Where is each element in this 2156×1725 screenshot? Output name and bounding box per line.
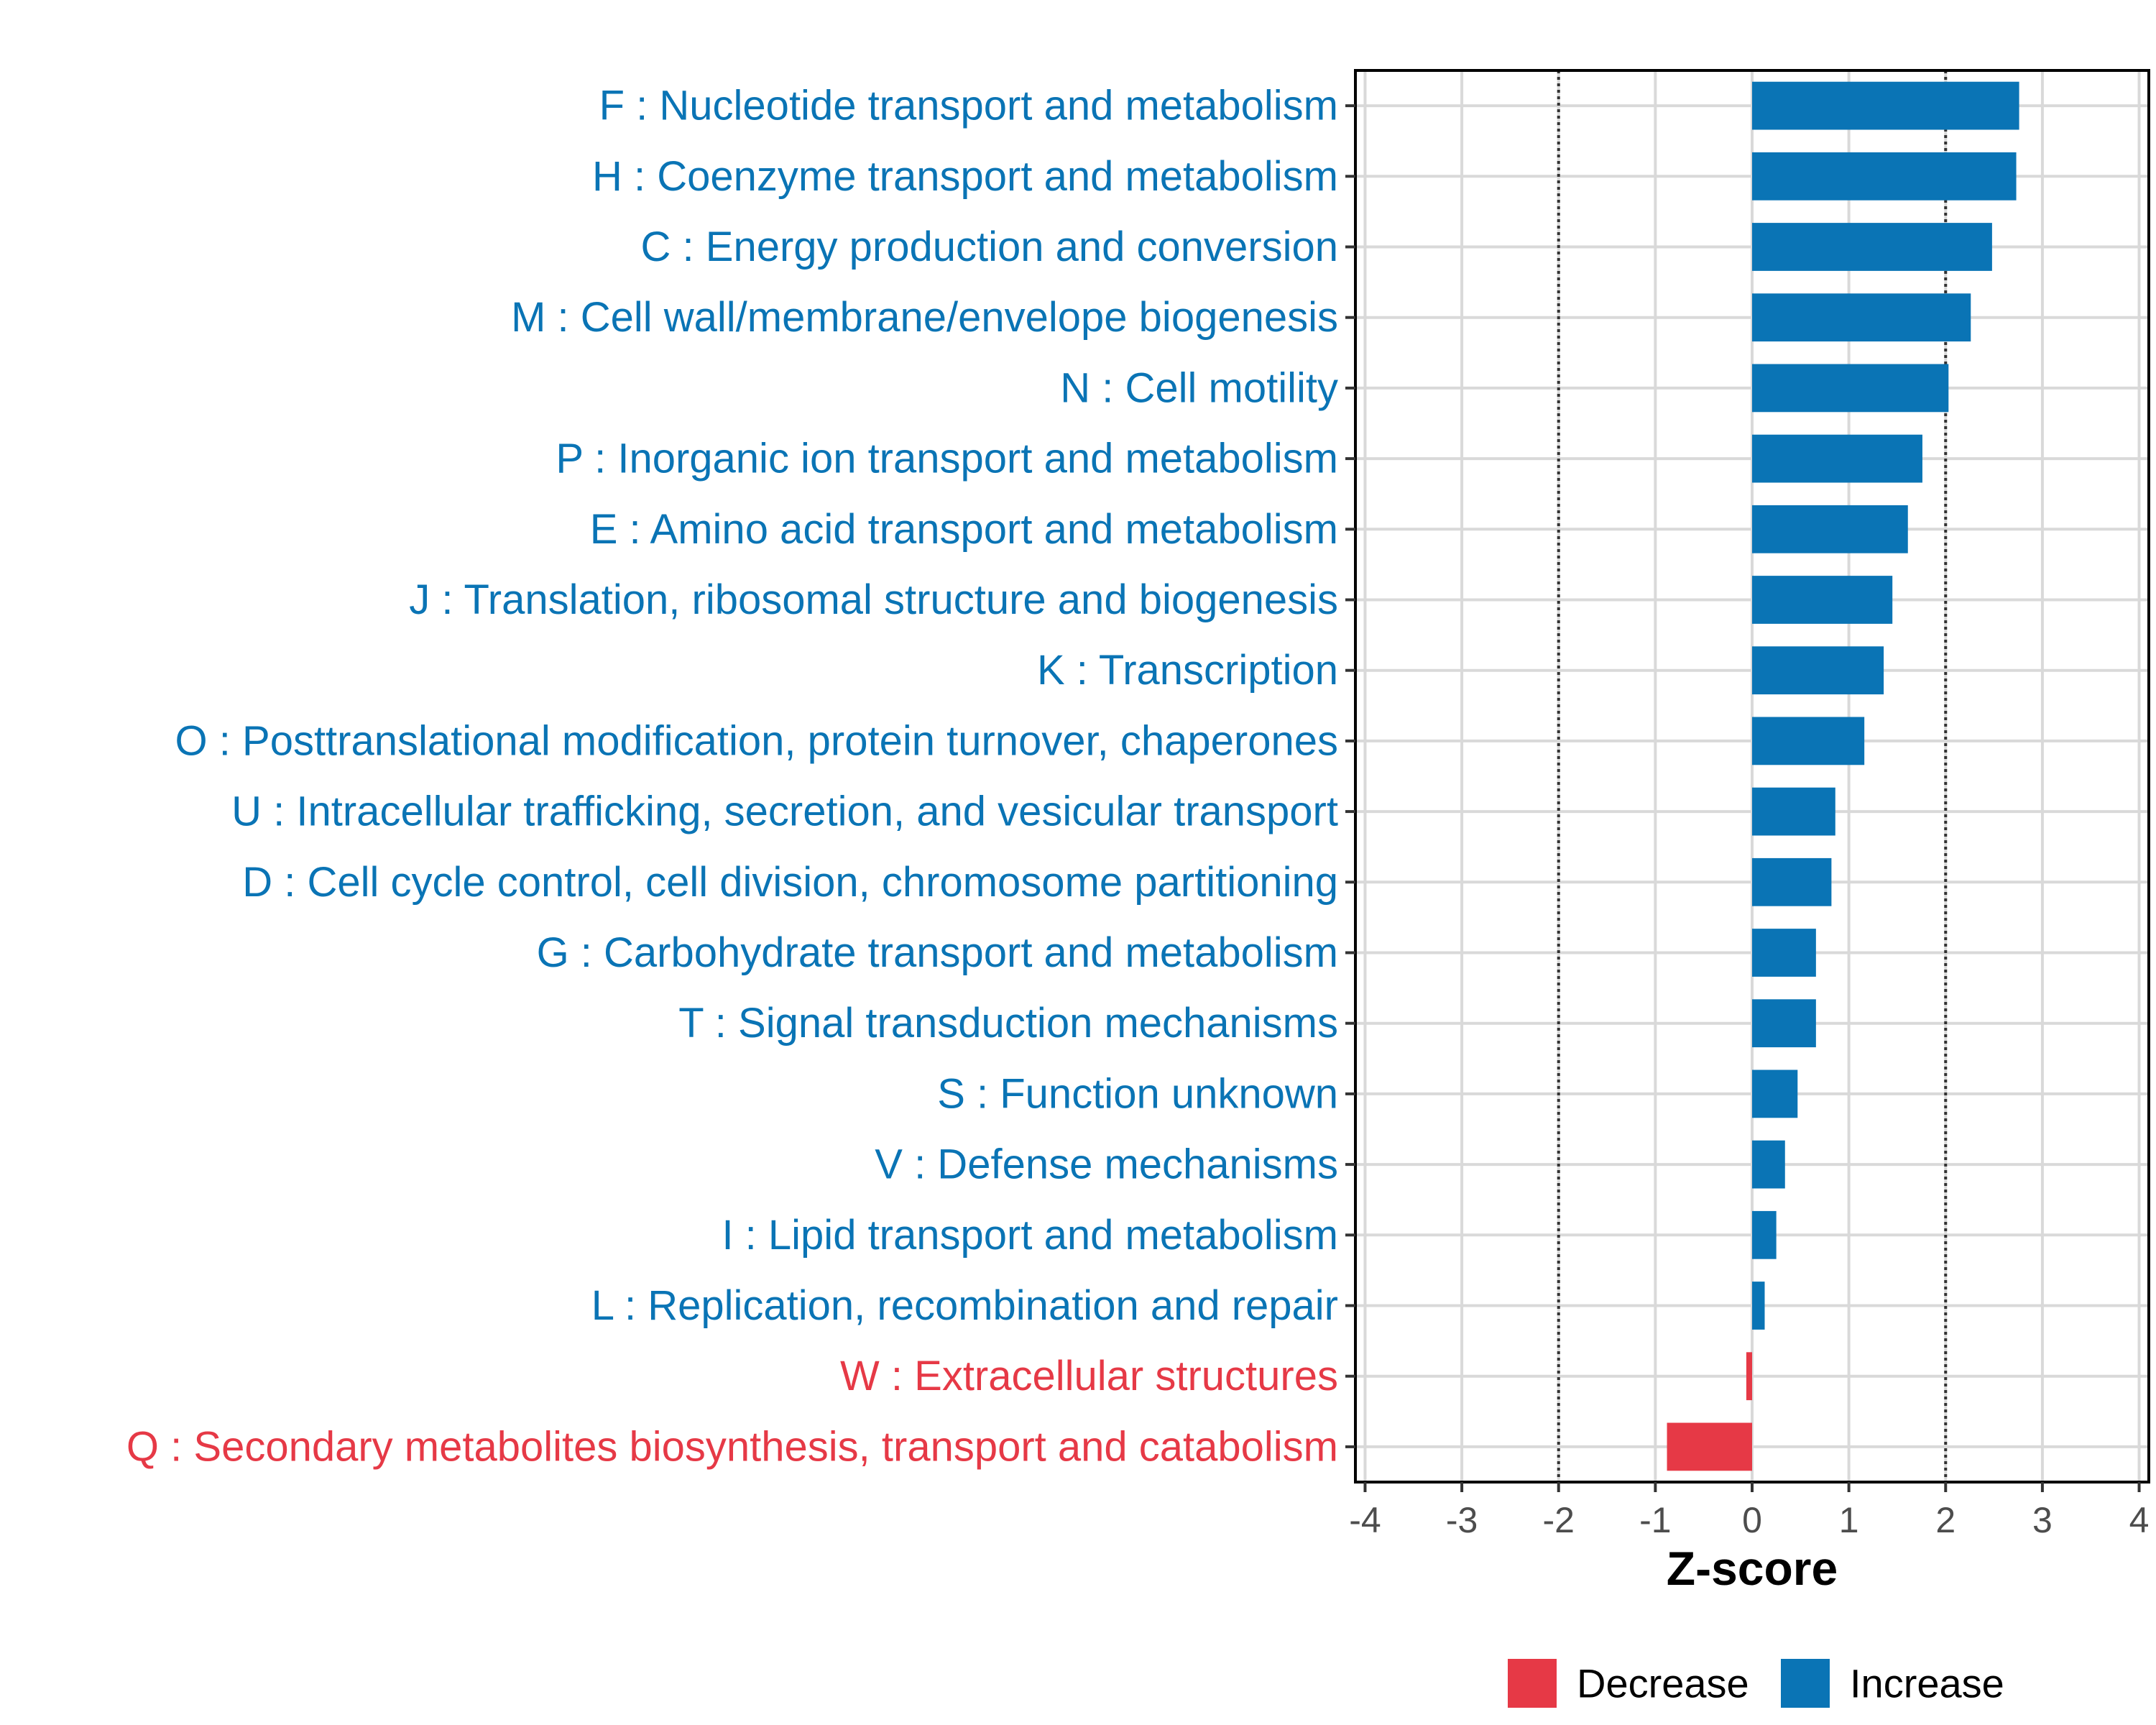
legend-swatch (1508, 1659, 1557, 1708)
bar (1746, 1352, 1752, 1401)
bar (1752, 364, 1949, 413)
bar (1752, 999, 1816, 1048)
category-label: N : Cell motility (1060, 364, 1338, 411)
x-axis-ticks (1363, 1482, 2141, 1492)
bar (1752, 505, 1908, 553)
legend: Decrease Increase (1508, 1659, 2004, 1708)
bar (1667, 1422, 1752, 1471)
x-tick-label: -4 (1349, 1500, 1381, 1540)
bar (1752, 223, 1992, 271)
bar (1752, 576, 1893, 624)
x-tick-label: 1 (1839, 1500, 1859, 1540)
category-label: E : Amino acid transport and metabolism (590, 506, 1338, 553)
x-tick-label: -3 (1446, 1500, 1478, 1540)
x-axis-tick-labels: -4 -3 -2 -1 0 1 2 3 4 (1349, 1500, 2149, 1540)
category-label: S : Function unknown (937, 1070, 1338, 1117)
bar (1752, 929, 1816, 977)
y-axis-ticks (1345, 104, 1355, 1448)
category-label: Q : Secondary metabolites biosynthesis, … (126, 1423, 1338, 1470)
category-label: M : Cell wall/membrane/envelope biogenes… (511, 294, 1338, 341)
bar (1752, 646, 1884, 695)
category-label: C : Energy production and conversion (641, 224, 1338, 270)
bars (1667, 81, 2019, 1471)
bar (1752, 1282, 1765, 1330)
bar (1752, 1140, 1785, 1189)
bar (1752, 152, 2017, 201)
legend-label: Decrease (1577, 1661, 1749, 1706)
gridlines (1355, 70, 2149, 1482)
legend-swatch (1781, 1659, 1830, 1708)
bar (1752, 434, 1922, 483)
x-tick-label: 0 (1742, 1500, 1762, 1540)
category-label: W : Extracellular structures (840, 1353, 1338, 1399)
category-label: L : Replication, recombination and repai… (591, 1282, 1338, 1329)
bar (1752, 857, 1832, 906)
category-label: I : Lipid transport and metabolism (722, 1212, 1338, 1259)
bar (1752, 293, 1971, 342)
category-label: V : Defense mechanisms (875, 1141, 1338, 1188)
category-label: H : Coenzyme transport and metabolism (592, 153, 1338, 200)
x-tick-label: 2 (1935, 1500, 1955, 1540)
category-label: J : Translation, ribosomal structure and… (409, 576, 1338, 623)
category-label: U : Intracellular trafficking, secretion… (231, 788, 1338, 835)
x-tick-label: 3 (2032, 1500, 2053, 1540)
legend-label: Increase (1850, 1661, 2004, 1706)
bar (1752, 717, 1865, 765)
category-label: G : Carbohydrate transport and metabolis… (537, 929, 1338, 976)
category-label: O : Posttranslational modification, prot… (175, 717, 1338, 764)
category-label: K : Transcription (1037, 647, 1338, 694)
y-axis-category-labels: F : Nucleotide transport and metabolism H… (126, 83, 1338, 1471)
bar (1752, 1070, 1798, 1118)
bar (1752, 81, 2019, 130)
bar (1752, 787, 1835, 836)
x-tick-label: 4 (2129, 1500, 2150, 1540)
category-label: F : Nucleotide transport and metabolism (599, 83, 1338, 129)
bar (1752, 1210, 1777, 1259)
x-tick-label: -2 (1542, 1500, 1574, 1540)
x-axis-title: Z-score (1667, 1542, 1838, 1595)
category-label: T : Signal transduction mechanisms (678, 1000, 1338, 1046)
x-tick-label: -1 (1639, 1500, 1671, 1540)
category-label: P : Inorganic ion transport and metaboli… (556, 436, 1338, 482)
category-label: D : Cell cycle control, cell division, c… (242, 859, 1338, 906)
